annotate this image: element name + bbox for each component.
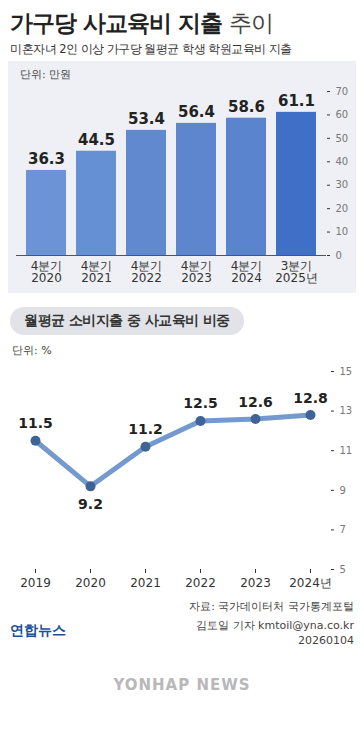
- html-text:단위: 만원: 단위: 만원: [20, 68, 72, 81]
- svg-text:50: 50: [336, 133, 349, 144]
- svg-text:4분기2024: 4분기2024: [231, 259, 263, 285]
- svg-text:3분기2025년: 3분기2025년: [275, 259, 318, 285]
- svg-text:20: 20: [336, 203, 349, 214]
- svg-text:2024년: 2024년: [289, 576, 332, 590]
- svg-text:11.2: 11.2: [128, 421, 163, 437]
- svg-text:2021: 2021: [130, 576, 161, 590]
- svg-text:2020: 2020: [75, 576, 106, 590]
- html-text:가구당 사교육비 지출추이: 가구당 사교육비 지출추이: [10, 10, 273, 36]
- html-text:자료: 국가데이터처 국가통계포털: 자료: 국가데이터처 국가통계포털: [189, 600, 354, 613]
- svg-text:11.5: 11.5: [18, 415, 53, 431]
- svg-text:0: 0: [336, 250, 342, 261]
- svg-text:5: 5: [340, 564, 346, 575]
- svg-text:12.8: 12.8: [293, 390, 328, 406]
- html-text:YONHAP NEWS: YONHAP NEWS: [113, 676, 251, 694]
- svg-text:12.5: 12.5: [183, 395, 218, 411]
- html-text:20260104: 20260104: [298, 634, 354, 647]
- html-text:월평균 소비지출 중 사교육비 비중: 월평균 소비지출 중 사교육비 비중: [24, 312, 230, 328]
- svg-text:12.6: 12.6: [238, 394, 273, 410]
- svg-text:2019: 2019: [20, 576, 51, 590]
- svg-text:9.2: 9.2: [78, 496, 103, 512]
- svg-text:4분기2021: 4분기2021: [81, 259, 113, 285]
- html-text:단위: %: 단위: %: [12, 344, 52, 357]
- svg-text:10: 10: [336, 226, 349, 237]
- svg-text:2023: 2023: [240, 576, 271, 590]
- svg-text:70: 70: [336, 86, 349, 97]
- svg-text:44.5: 44.5: [78, 131, 115, 149]
- svg-text:4분기2020: 4분기2020: [31, 259, 63, 285]
- svg-text:7: 7: [340, 524, 346, 535]
- html-text:연합뉴스: 연합뉴스: [10, 622, 66, 638]
- svg-text:30: 30: [336, 179, 349, 190]
- svg-text:56.4: 56.4: [178, 103, 215, 121]
- svg-text:15: 15: [340, 366, 353, 377]
- svg-text:36.3: 36.3: [28, 150, 65, 168]
- html-text:김토일 기자 kmtoil@yna.co.kr: 김토일 기자 kmtoil@yna.co.kr: [196, 619, 354, 632]
- svg-text:11: 11: [340, 445, 353, 456]
- svg-text:53.4: 53.4: [128, 110, 165, 128]
- svg-text:58.6: 58.6: [228, 98, 265, 116]
- svg-text:40: 40: [336, 156, 349, 167]
- html-text:미혼자녀 2인 이상 가구당 월평균 학생 학원교육비 지출: 미혼자녀 2인 이상 가구당 월평균 학생 학원교육비 지출: [10, 42, 292, 56]
- svg-text:9: 9: [340, 485, 346, 496]
- svg-text:4분기2022: 4분기2022: [131, 259, 163, 285]
- svg-text:61.1: 61.1: [278, 92, 315, 110]
- svg-text:4분기2023: 4분기2023: [181, 259, 213, 285]
- svg-text:60: 60: [336, 109, 349, 120]
- svg-text:13: 13: [340, 405, 353, 416]
- svg-text:2022: 2022: [185, 576, 216, 590]
